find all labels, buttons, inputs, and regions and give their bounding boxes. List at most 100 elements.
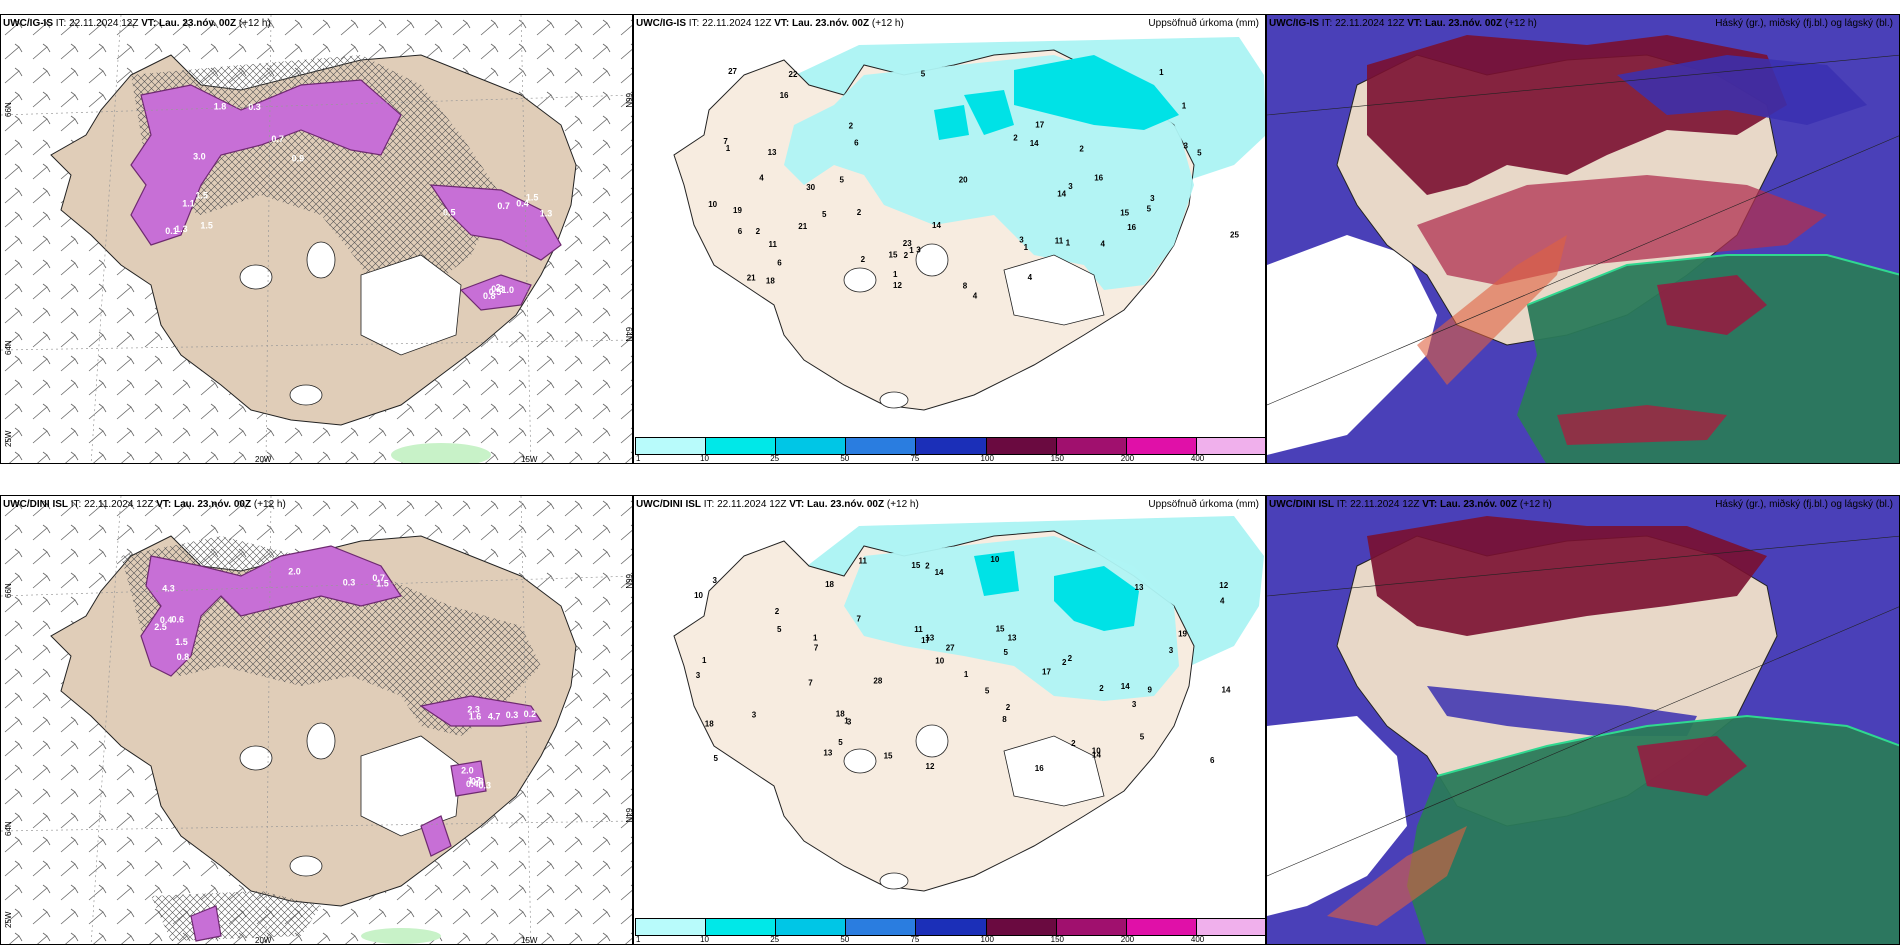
precip-value-label: 1.6 <box>469 711 482 721</box>
precip-shade <box>130 79 402 246</box>
precip-amount-label: 7 <box>808 679 813 688</box>
lat-label-66n: 66N <box>4 583 13 598</box>
precip-amount-label: 16 <box>780 91 789 100</box>
precip-amount-label: 18 <box>836 710 845 719</box>
precip-amount-label: 2 <box>1068 654 1073 663</box>
precip-amount-label: 14 <box>932 221 941 230</box>
precip-amount-label: 4 <box>1028 273 1033 282</box>
graticule <box>265 15 272 463</box>
legend-swatch <box>1196 438 1265 454</box>
precip-amount-label: 20 <box>959 175 968 184</box>
precip-amount-label: 2 <box>1062 658 1067 667</box>
precip-value-label: 2.3 <box>467 705 480 715</box>
precip-amount-label: 5 <box>714 754 719 763</box>
precip-amount-label: 2 <box>857 208 862 217</box>
precip-area-cyan <box>1014 55 1179 130</box>
lon-label-15w: 15W <box>521 455 538 464</box>
glacier <box>306 722 336 760</box>
precip-amount-label: 2 <box>756 227 761 236</box>
low-cloud <box>1407 716 1899 944</box>
precip-value-label: 2.0 <box>288 566 301 576</box>
lat-label-64n-right: 64N <box>624 808 633 823</box>
precip-amount-label: 3 <box>847 718 852 727</box>
legend-tick-label: 1 <box>636 454 641 463</box>
precip-amount-label: 15 <box>889 251 898 260</box>
precip-amount-label: 5 <box>1140 732 1145 741</box>
lat-label-64n-right: 64N <box>624 327 633 342</box>
precip-value-label: 3.0 <box>193 152 206 162</box>
graticule <box>1267 606 1899 877</box>
precip-amount-label: 3 <box>1150 194 1155 203</box>
precip-amount-label: 8 <box>963 281 968 290</box>
precip-color-legend <box>635 918 1265 936</box>
high-cloud <box>1557 405 1727 445</box>
precip-amount-label: 11 <box>769 240 778 249</box>
graticule <box>90 496 122 944</box>
precip-value-label: 1.5 <box>526 193 539 203</box>
cloud-title: Háský (gr.), miðský (fj.bl.) og lágský (… <box>1715 499 1893 510</box>
precip-amount-label: 8 <box>1002 715 1007 724</box>
precip-amount-label: 1 <box>1066 239 1071 248</box>
legend-tick-label: 100 <box>980 935 994 944</box>
precip-amount-label: 28 <box>873 676 882 685</box>
precip-amount-label: 2 <box>1099 684 1104 693</box>
precip-amount-label: 18 <box>766 277 775 286</box>
precip-amount-label: 1 <box>1182 102 1187 111</box>
precip-value-label: 0.4 <box>466 779 479 789</box>
precip-amount-label: 5 <box>840 175 845 184</box>
precip-amount-label: 13 <box>1008 634 1017 643</box>
glacier <box>360 735 462 837</box>
legend-ticks: 1 10 25 50 75 100 150 200 400 <box>635 454 1265 463</box>
precip-amount-label: 4 <box>759 174 764 183</box>
precip-value-label: 0.7 <box>497 201 510 211</box>
precip-amount-label: 27 <box>946 643 955 652</box>
precip-value-label: 0.2 <box>524 709 537 719</box>
precip-amount-label: 12 <box>893 281 902 290</box>
lon-label-25w: 25W <box>4 911 13 928</box>
precip-value-label: 1.5 <box>376 579 389 589</box>
lat-label-66n-right: 66N <box>624 574 633 589</box>
precip-value-label: 0.5 <box>489 287 502 297</box>
precip-map-svg-row1: 5561431431216171827302014161013141521222… <box>673 37 1265 411</box>
precip-amount-label: 5 <box>777 625 782 634</box>
precip-shade <box>190 905 222 942</box>
legend-swatch <box>916 438 987 454</box>
precip-amount-label: 17 <box>1042 667 1051 676</box>
lat-label-66n-right: 66N <box>624 93 633 108</box>
panel-header: UWC/DINI ISL IT: 22.11.2024 12Z VT: Lau.… <box>3 499 286 510</box>
precip-value-label: 2.5 <box>154 622 167 632</box>
precip-shade <box>459 274 532 311</box>
precip-shade <box>420 815 452 857</box>
glacier <box>239 264 273 290</box>
precip-amount-label: 9 <box>1148 685 1153 694</box>
high-cloud <box>1637 736 1747 796</box>
precip-amount-label: 14 <box>935 568 944 577</box>
precip-amount-label: 2 <box>861 255 866 264</box>
legend-tick-label: 400 <box>1190 935 1205 944</box>
precip-amount-label: 7 <box>723 137 728 146</box>
precip-map-panel-row1: UWC/IG-IS IT: 22.11.2024 12Z VT: Lau. 23… <box>633 14 1266 464</box>
graticule <box>520 496 532 944</box>
precip-amount-label: 1 <box>702 656 707 665</box>
glacier <box>289 384 323 406</box>
precip-value-label: 0.4 <box>516 199 529 209</box>
glacier <box>843 748 877 774</box>
graticule <box>1267 54 1899 116</box>
precip-amount-label: 7 <box>814 644 819 653</box>
lon-label-25w: 25W <box>4 430 13 447</box>
glacier <box>306 241 336 279</box>
mid-cloud <box>1617 55 1867 125</box>
precip-value-label: 0.6 <box>172 615 185 625</box>
precip-amount-label: 16 <box>1127 223 1136 232</box>
precip-value-label: 0.8 <box>483 291 496 301</box>
precip-amount-label: 3 <box>1132 700 1137 709</box>
legend-tick-label: 10 <box>700 454 710 463</box>
precip-value-label: 1.8 <box>214 102 227 112</box>
precip-area-cyan <box>934 105 969 140</box>
panel-header: UWC/IG-IS IT: 22.11.2024 12Z VT: Lau. 23… <box>636 18 904 29</box>
glacier <box>1003 254 1105 326</box>
lat-label-64n: 64N <box>4 821 13 836</box>
precip-amount-label: 6 <box>777 258 782 267</box>
precip-amount-label: 15 <box>884 751 893 760</box>
